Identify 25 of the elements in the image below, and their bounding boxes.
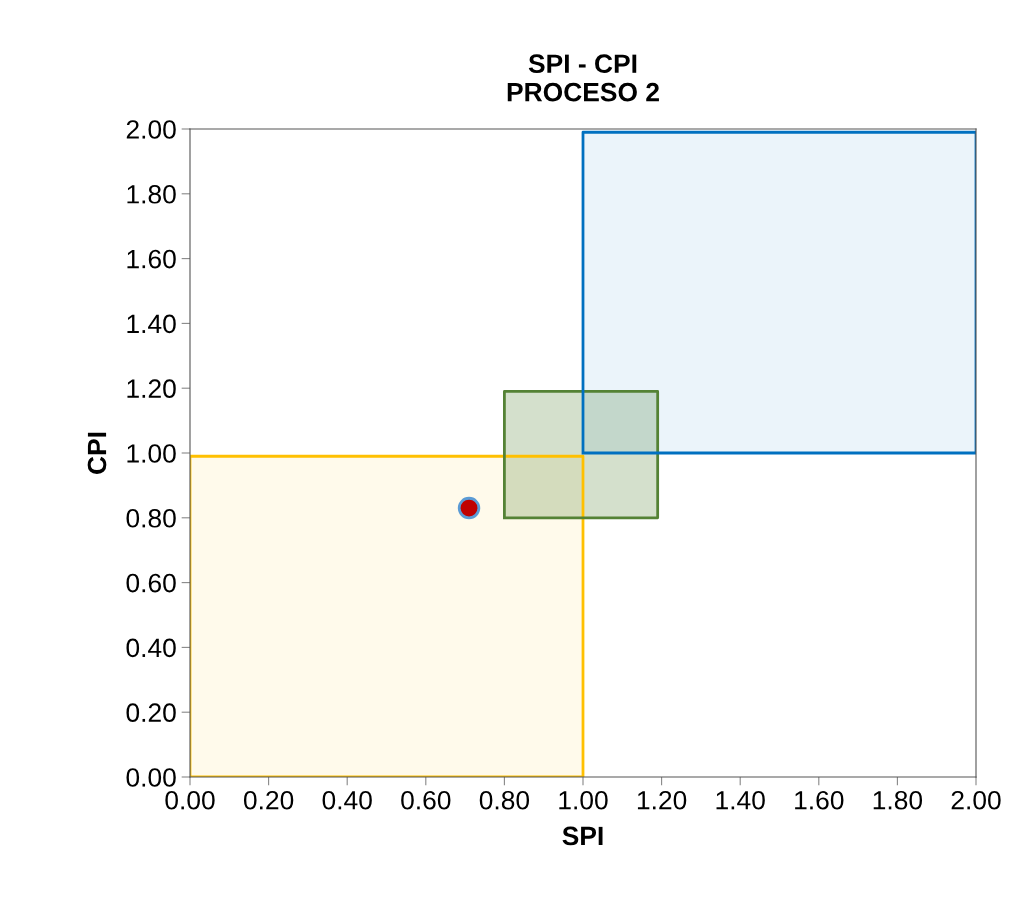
x-tick-label: 0.40	[322, 790, 372, 810]
y-tick-label: 0.40	[126, 638, 176, 658]
x-tick-label: 1.00	[559, 790, 608, 810]
x-tick-label: 0.00	[165, 790, 215, 810]
y-tick-label: 0.20	[126, 703, 176, 723]
y-tick-label: 1.40	[127, 314, 176, 334]
x-tick-label: 1.60	[795, 790, 844, 810]
x-tick-label: 2.00	[951, 790, 1001, 810]
y-tick-label: 0.80	[126, 508, 176, 528]
x-tick-label: 0.80	[479, 790, 530, 810]
x-tick-label: 0.20	[243, 790, 294, 810]
chart-title: SPI - CPI PROCESO 2	[507, 54, 659, 102]
x-tick-label: 1.40	[716, 790, 765, 810]
x-tick-label: 0.60	[401, 790, 451, 810]
y-tick-label: 1.20	[127, 379, 176, 399]
y-tick-label: 1.00	[127, 444, 176, 463]
y-tick-label: 0.60	[126, 573, 176, 593]
x-tick-label: 1.20	[637, 790, 687, 810]
y-axis-title: CPI	[87, 432, 107, 474]
y-tick-label: 1.80	[127, 184, 176, 204]
y-tick-label: 2.00	[126, 120, 176, 139]
x-tick-label: 1.80	[873, 790, 923, 810]
y-tick-label: 0.00	[126, 768, 176, 787]
x-axis-title: SPI	[562, 826, 603, 846]
y-tick-label: 1.60	[127, 249, 176, 269]
